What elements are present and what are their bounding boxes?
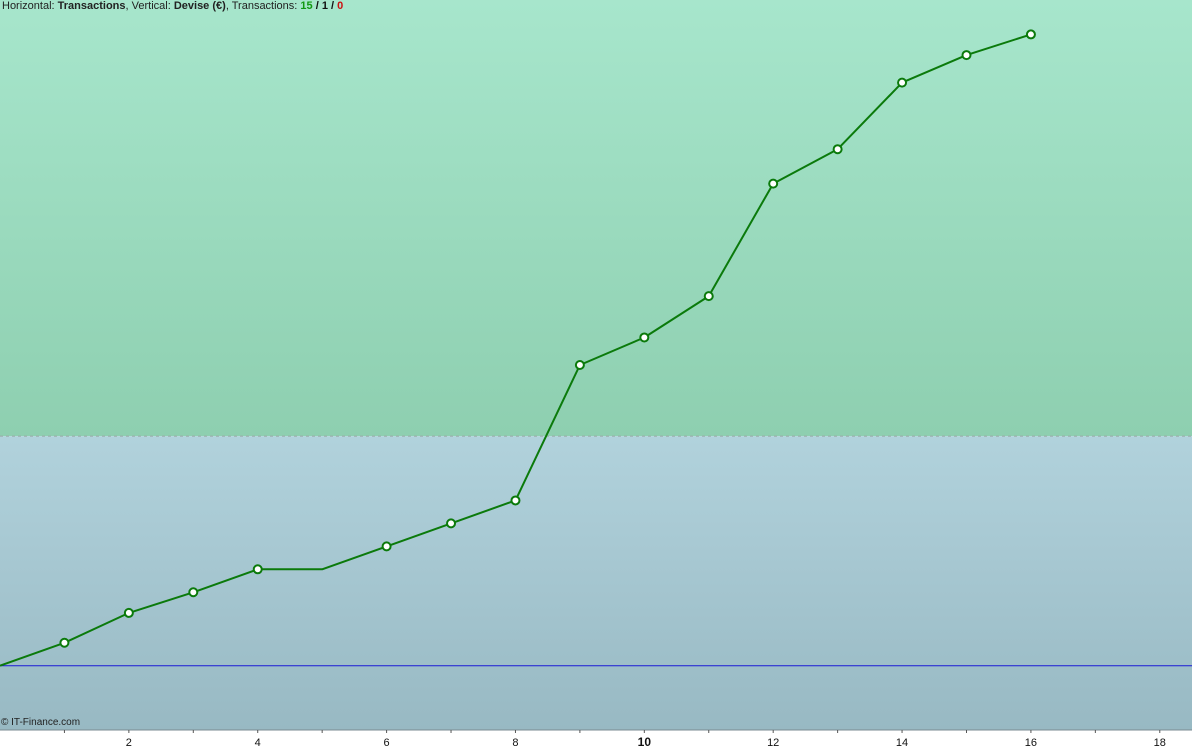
vertical-label: Vertical: bbox=[131, 0, 171, 12]
data-point bbox=[897, 77, 908, 88]
data-point bbox=[703, 291, 714, 302]
x-axis-strip bbox=[0, 730, 1192, 751]
x-tick-label: 12 bbox=[767, 737, 779, 749]
data-point bbox=[961, 50, 972, 61]
x-tick-label: 6 bbox=[384, 737, 390, 749]
equity-points bbox=[59, 29, 1036, 648]
x-tick-label: 18 bbox=[1154, 737, 1166, 749]
data-point bbox=[123, 607, 134, 618]
x-tick-label: 8 bbox=[512, 737, 518, 749]
losing-count: 0 bbox=[337, 0, 344, 12]
data-point bbox=[510, 495, 521, 506]
data-point bbox=[59, 637, 70, 648]
x-axis: 2 4 6 8 10 12 14 16 18 bbox=[0, 729, 1192, 749]
data-point bbox=[1025, 29, 1036, 40]
count-separator-1: / bbox=[315, 0, 319, 12]
chart-info-line: Horizontal: Transactions, Vertical: Devi… bbox=[2, 0, 344, 12]
profit-zone bbox=[0, 0, 1192, 437]
data-point bbox=[768, 178, 779, 189]
data-point bbox=[381, 541, 392, 552]
x-tick-label: 10 bbox=[638, 735, 652, 749]
x-tick-label: 4 bbox=[255, 737, 261, 749]
horizontal-value: Transactions bbox=[57, 0, 126, 12]
data-point bbox=[188, 587, 199, 598]
x-tick-label: 2 bbox=[126, 737, 132, 749]
x-tick-label: 14 bbox=[896, 737, 908, 749]
data-point bbox=[639, 332, 650, 343]
winning-count: 15 bbox=[300, 0, 313, 12]
count-separator-2: / bbox=[331, 0, 335, 12]
x-tick-label: 16 bbox=[1025, 737, 1037, 749]
data-point bbox=[252, 564, 263, 575]
transactions-label: Transactions: bbox=[231, 0, 298, 12]
copyright-notice: © IT-Finance.com bbox=[1, 717, 81, 728]
flat-count: 1 bbox=[321, 0, 328, 12]
data-point bbox=[446, 518, 457, 529]
vertical-value: Devise (€) bbox=[173, 0, 226, 12]
horizontal-label: Horizontal: bbox=[2, 0, 55, 12]
loss-zone bbox=[0, 436, 1192, 730]
data-point bbox=[832, 144, 843, 155]
data-point bbox=[574, 360, 585, 370]
